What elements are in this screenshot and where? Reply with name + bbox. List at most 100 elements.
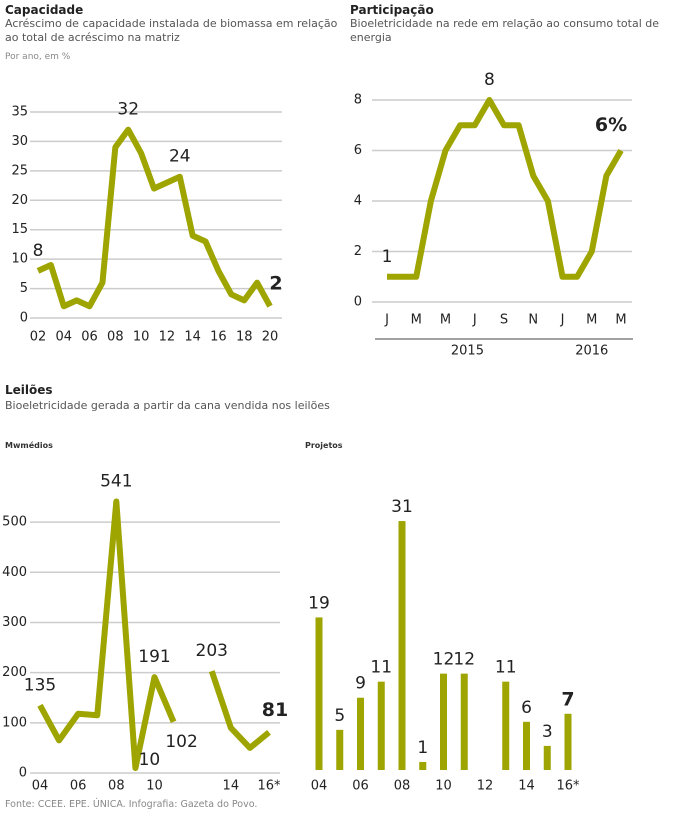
x-tick-label: 14 — [184, 330, 201, 345]
data-label: 1 — [382, 247, 393, 267]
data-line — [387, 97, 624, 280]
data-label: 11 — [495, 658, 517, 678]
x-tick-label: 14 — [223, 779, 240, 794]
x-tick-label: 06 — [81, 330, 98, 345]
y-tick-label: 500 — [2, 515, 27, 530]
data-label: 3 — [542, 722, 553, 742]
data-label: 9 — [355, 674, 366, 694]
y-tick-label: 15 — [11, 222, 28, 237]
y-tick-label: 20 — [11, 193, 28, 208]
data-line — [37, 498, 271, 771]
x-tick-label: 20 — [262, 330, 279, 345]
y-tick-label: 6 — [354, 143, 362, 158]
chart-title: Participação — [350, 3, 434, 17]
chart-note: Por ano, em % — [5, 52, 71, 62]
y-tick-label: 0 — [20, 311, 28, 326]
bar — [336, 729, 344, 770]
data-label: 6 — [521, 698, 532, 718]
x-tick-label: 04 — [32, 779, 49, 794]
chart-subtitle: Acréscimo de capacidade instalada de bio… — [5, 17, 338, 44]
x-tick-label: M — [615, 313, 626, 328]
data-label: 102 — [165, 732, 197, 752]
data-label: 81 — [262, 699, 288, 721]
y-tick-label: 300 — [2, 615, 27, 630]
data-label: 203 — [196, 641, 228, 661]
y-tick-label: 10 — [11, 252, 28, 267]
bar — [357, 697, 364, 770]
data-label: 541 — [100, 472, 132, 492]
bar — [543, 745, 551, 770]
y-tick-label: 8 — [354, 93, 362, 108]
x-tick-label: 14 — [518, 779, 535, 794]
chart-subtitle: Bioeletricidade gerada a partir da cana … — [5, 399, 330, 412]
x-tick-label: J — [384, 313, 389, 328]
group-label: 2015 — [451, 344, 484, 359]
data-label: 10 — [139, 750, 161, 770]
x-tick-label: 04 — [56, 330, 73, 345]
bar — [564, 713, 572, 770]
x-tick-label: 10 — [146, 779, 163, 794]
x-tick-label: 18 — [236, 330, 253, 345]
y-tick-label: 400 — [2, 565, 27, 580]
x-tick-label: 16* — [556, 779, 580, 794]
x-tick-label: M — [586, 313, 597, 328]
data-label: 5 — [334, 706, 345, 726]
x-tick-label: 16* — [257, 779, 281, 794]
bar — [460, 673, 468, 770]
data-label: 12 — [453, 650, 475, 670]
bar — [419, 761, 427, 770]
data-label: 6% — [595, 114, 627, 136]
bar — [398, 521, 406, 770]
x-tick-label: 16 — [210, 330, 227, 345]
x-tick-label: 12 — [477, 779, 494, 794]
x-tick-label: 02 — [30, 330, 47, 345]
x-tick-label: 04 — [311, 779, 328, 794]
data-label: 135 — [24, 675, 56, 695]
data-label: 191 — [138, 647, 170, 667]
y-tick-label: 2 — [354, 244, 362, 259]
bar — [440, 673, 447, 770]
chart-title: Capacidade — [5, 3, 84, 17]
y-tick-label: 30 — [11, 134, 28, 149]
bar — [377, 681, 385, 770]
bar — [523, 721, 530, 770]
y-tick-label: 25 — [11, 163, 28, 178]
y-tick-label: 0 — [19, 766, 27, 781]
data-label: 7 — [561, 688, 574, 710]
data-label: 2 — [269, 273, 282, 295]
data-label: 8 — [484, 70, 495, 90]
x-tick-label: J — [560, 313, 565, 328]
data-label: 12 — [433, 650, 455, 670]
data-label: 8 — [33, 241, 44, 261]
bar — [315, 617, 323, 770]
y-tick-label: 35 — [11, 105, 28, 120]
x-tick-label: 08 — [394, 779, 411, 794]
data-label: 11 — [370, 658, 392, 678]
y-axis-label: Mwmédios — [5, 441, 53, 450]
y-tick-label: 200 — [2, 665, 27, 680]
x-tick-label: M — [411, 313, 422, 328]
data-line — [36, 126, 273, 310]
data-label: 19 — [308, 593, 330, 613]
x-tick-label: 10 — [133, 330, 150, 345]
x-tick-label: 08 — [107, 330, 124, 345]
chart-subtitle: Bioeletricidade na rede em relação ao co… — [350, 17, 659, 44]
data-label: 32 — [117, 100, 139, 120]
y-tick-label: 0 — [354, 295, 362, 310]
group-label: 2016 — [575, 344, 608, 359]
bar — [502, 681, 510, 770]
chart-title: Leilões — [5, 383, 53, 397]
y-tick-label: 4 — [354, 194, 362, 209]
data-label: 1 — [417, 738, 428, 758]
x-tick-label: 12 — [159, 330, 176, 345]
x-tick-label: 06 — [70, 779, 87, 794]
source: Fonte: CCEE. EPE. ÚNICA. Infografia: Gaz… — [5, 799, 258, 810]
x-tick-label: N — [528, 313, 538, 328]
data-label: 31 — [391, 497, 413, 517]
y-axis-label: Projetos — [305, 441, 343, 450]
x-tick-label: S — [500, 313, 508, 328]
x-tick-label: M — [440, 313, 451, 328]
x-tick-label: 06 — [352, 779, 369, 794]
